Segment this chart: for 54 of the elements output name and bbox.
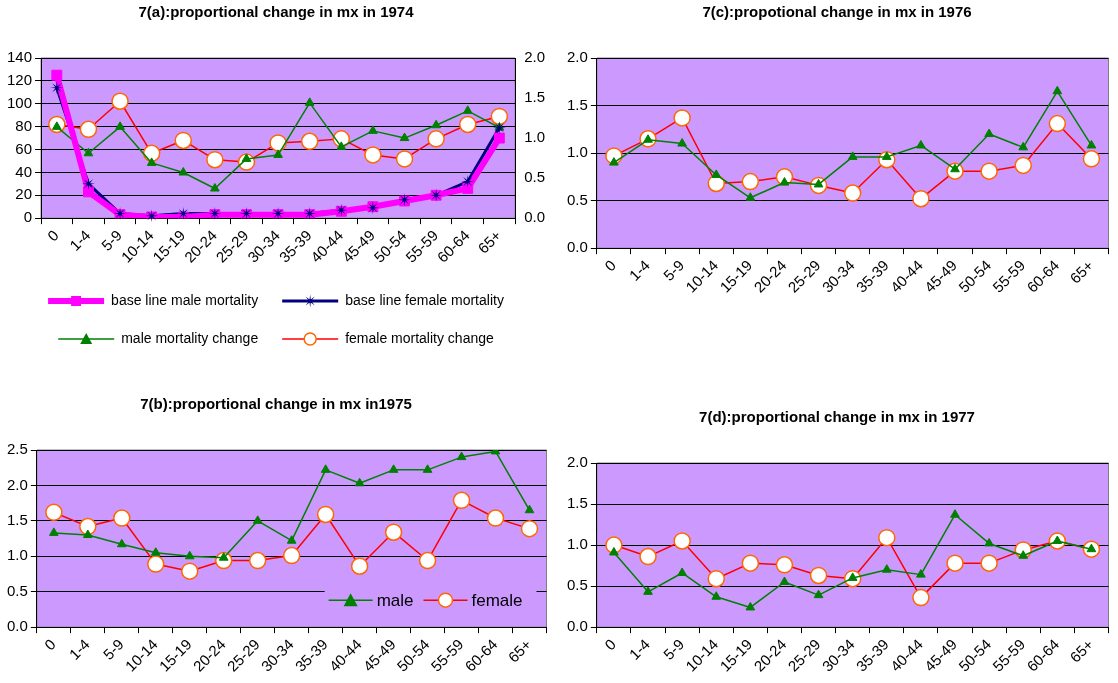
y-tick-label: 120: [7, 71, 33, 89]
y-tick-label: 0.5: [6, 581, 28, 599]
x-tick-label: 0: [43, 226, 62, 245]
chart-title: 7(d):proportional change in mx in 1977: [699, 408, 975, 426]
y-tick-label: 2.0: [6, 475, 28, 493]
y-tick-label: 1.0: [6, 546, 28, 564]
y-tick-label: 0.5: [566, 576, 588, 594]
x-tick-label: 65+: [504, 635, 535, 666]
chart-title: 7(c):propotional change in mx in 1976: [702, 3, 972, 21]
x-tick-label: 5-9: [99, 635, 127, 663]
x-tick-label: 0: [601, 635, 619, 654]
x-tick-label: 1-4: [66, 226, 94, 254]
y2-tick-label: 0.5: [524, 168, 546, 186]
y-tick-label: 140: [7, 48, 33, 66]
x-tick-label: 65+: [1066, 256, 1097, 287]
y-tick-label: 2.0: [566, 48, 588, 66]
y-tick-label: 2.0: [566, 453, 588, 471]
y-tick-label: 1.5: [566, 95, 588, 113]
legend-label: female mortality change: [345, 329, 494, 346]
chart-title: 7(a):proportional change in mx in 1974: [138, 3, 415, 21]
y-tick-label: 0.0: [6, 617, 28, 635]
y-tick-label: 40: [15, 162, 33, 180]
y-tick-label: 2.5: [6, 440, 28, 458]
legend-label: male: [376, 590, 414, 610]
y-tick-label: 0.0: [566, 238, 588, 256]
x-tick-label: 1-4: [625, 256, 654, 284]
legend-label: male mortality change: [121, 329, 259, 346]
y-tick-label: 100: [7, 93, 33, 111]
y-tick-label: 20: [15, 185, 33, 203]
x-tick-label: 5-9: [659, 635, 688, 663]
y-tick-label: 60: [15, 139, 33, 157]
legend-label: base line female mortality: [345, 291, 504, 308]
y2-tick-label: 1.0: [524, 128, 546, 146]
y-tick-label: 80: [15, 116, 33, 134]
y-tick-label: 1.5: [6, 511, 28, 528]
y-tick-label: 0.5: [566, 190, 588, 208]
x-tick-label: 1-4: [625, 635, 654, 663]
x-tick-label: 5-9: [659, 256, 688, 284]
x-tick-label: 0: [601, 256, 619, 275]
y2-tick-label: 1.5: [524, 88, 546, 106]
y-tick-label: 0: [23, 208, 33, 226]
legend-label: female: [471, 590, 523, 610]
legend-label: base line male mortality: [111, 291, 259, 308]
y-tick-label: 1.0: [566, 143, 588, 161]
y-tick-label: 1.5: [566, 494, 588, 512]
x-tick-label: 65+: [1066, 635, 1097, 666]
y2-tick-label: 2.0: [524, 48, 546, 66]
chart-title: 7(b):proportional change in mx in1975: [140, 395, 412, 413]
x-tick-label: 0: [40, 635, 59, 654]
y-tick-label: 0.0: [566, 617, 588, 635]
x-tick-label: 1-4: [65, 635, 93, 663]
y2-tick-label: 0.0: [524, 208, 546, 226]
x-tick-label: 65+: [474, 226, 505, 257]
y-tick-label: 1.0: [566, 535, 588, 553]
